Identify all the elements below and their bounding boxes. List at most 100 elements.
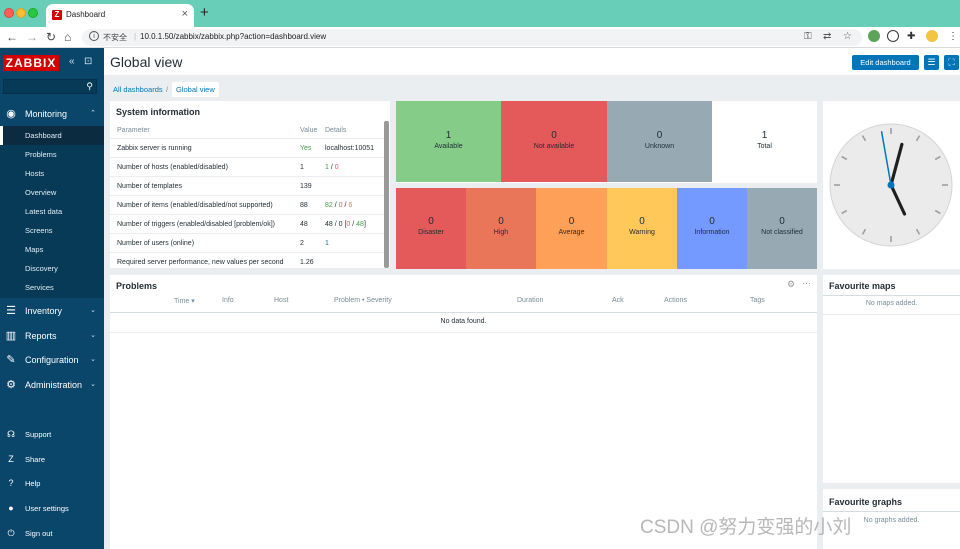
- new-tab-button[interactable]: +: [200, 4, 209, 21]
- details-cell: 1 / 0: [325, 164, 339, 171]
- info-icon[interactable]: i: [89, 31, 99, 41]
- sidebar-item-overview[interactable]: Overview: [25, 188, 57, 197]
- url-text[interactable]: 10.0.1.50/zabbix/zabbix.php?action=dashb…: [140, 32, 327, 41]
- fullscreen-icon[interactable]: ⛶: [944, 55, 959, 70]
- severity-high-cell[interactable]: 0 High: [466, 188, 536, 269]
- menu-configuration[interactable]: ✎ Configuration ⌄: [0, 348, 104, 372]
- problems-widget: Problems ⚙ ⋯: [110, 275, 817, 549]
- severity-information-cell[interactable]: 0 Information: [677, 188, 747, 269]
- home-icon[interactable]: ⌂: [64, 30, 72, 44]
- browser-tab[interactable]: Z Dashboard ×: [46, 4, 194, 27]
- host-unknown-cell[interactable]: 0 Unknown: [607, 101, 712, 182]
- kiosk-icon[interactable]: ⊡: [84, 56, 93, 67]
- host-label: Available: [434, 143, 463, 150]
- severity-average-cell[interactable]: 0 Average: [536, 188, 607, 269]
- widget-title: Favourite graphs: [829, 497, 903, 507]
- sidebar-item-latest-data[interactable]: Latest data: [25, 207, 63, 216]
- param-cell: Number of templates: [117, 183, 182, 190]
- clock-widget: [823, 101, 960, 269]
- translate-icon[interactable]: ⇄: [823, 31, 832, 42]
- window-close-button[interactable]: [4, 8, 14, 18]
- no-graphs-message: No graphs added.: [863, 517, 920, 524]
- host-not-available-cell[interactable]: 0 Not available: [501, 101, 607, 182]
- sidebar-item-hosts[interactable]: Hosts: [25, 169, 45, 178]
- more-icon[interactable]: ⋯: [802, 278, 811, 288]
- sign-out-link[interactable]: ⏻ Sign out: [0, 524, 104, 544]
- value-cell: 1.26: [300, 259, 314, 266]
- sidebar-item-screens[interactable]: Screens: [25, 226, 53, 235]
- help-link[interactable]: ? Help: [0, 474, 104, 494]
- gear-icon: ⚙: [6, 379, 16, 391]
- edit-dashboard-button[interactable]: Edit dashboard: [852, 55, 919, 70]
- support-label: Support: [25, 430, 52, 439]
- value-cell: 48: [300, 221, 308, 228]
- gear-icon[interactable]: ⚙: [787, 279, 796, 289]
- host-available-cell[interactable]: 1 Available: [396, 101, 501, 182]
- back-icon[interactable]: ←: [6, 30, 18, 44]
- severity-warning-cell[interactable]: 0 Warning: [607, 188, 677, 269]
- url-field[interactable]: i 不安全 | 10.0.1.50/zabbix/zabbix.php?acti…: [82, 29, 862, 46]
- zabbix-logo[interactable]: ZABBIX: [3, 55, 59, 71]
- chevron-down-icon: ⌄: [90, 381, 96, 388]
- host-availability-widget: 1 Available 0 Not available 0 Unknown 1 …: [396, 101, 817, 183]
- kebab-menu-icon[interactable]: ⋮: [948, 31, 958, 42]
- search-icon[interactable]: ⚲: [86, 81, 93, 91]
- share-link[interactable]: Z Share: [0, 450, 104, 470]
- severity-disaster-cell[interactable]: 0 Disaster: [396, 188, 466, 269]
- sidebar-item-services[interactable]: Services: [25, 283, 54, 292]
- window-maximize-button[interactable]: [28, 8, 38, 18]
- collapse-sidebar-icon[interactable]: «: [69, 56, 75, 67]
- table-row: Zabbix server is running Yes localhost:1…: [110, 139, 384, 158]
- widget-title: Problems: [116, 281, 158, 291]
- menu-label: Reports: [25, 331, 57, 341]
- extension-green-icon[interactable]: [868, 30, 880, 42]
- menu-monitoring[interactable]: ◉ Monitoring ⌃: [0, 102, 104, 126]
- sidebar-item-dashboard[interactable]: Dashboard: [0, 126, 104, 145]
- reload-icon[interactable]: ↻: [46, 30, 57, 44]
- tab-close-icon[interactable]: ×: [181, 8, 188, 20]
- param-cell: Required server performance, new values …: [117, 259, 284, 266]
- sidebar-item-maps[interactable]: Maps: [25, 245, 44, 254]
- chevron-down-icon: ⌄: [90, 332, 96, 339]
- user-settings-link[interactable]: ● User settings: [0, 499, 104, 519]
- sidebar-item-problems[interactable]: Problems: [25, 150, 57, 159]
- sidebar-search-input[interactable]: ⚲: [3, 79, 97, 94]
- severity-label: Not classified: [761, 229, 803, 236]
- severity-not-classified-cell[interactable]: 0 Not classified: [747, 188, 817, 269]
- forward-icon[interactable]: →: [26, 30, 38, 44]
- clock-tick: [861, 228, 867, 235]
- menu-reports[interactable]: ▥ Reports ⌄: [0, 324, 104, 348]
- support-link[interactable]: ☊ Support: [0, 425, 104, 445]
- divider: [823, 314, 960, 315]
- list-icon: ☰: [6, 305, 16, 317]
- bookmark-star-icon[interactable]: ☆: [843, 31, 852, 42]
- sidebar-item-discovery[interactable]: Discovery: [25, 264, 58, 273]
- key-icon[interactable]: ⚿: [804, 31, 812, 42]
- power-icon: ⏻: [7, 528, 15, 538]
- value-cell: 2: [300, 240, 304, 247]
- divider: [110, 332, 817, 333]
- breadcrumb-global-view[interactable]: Global view: [172, 82, 219, 97]
- menu-label: Configuration: [25, 355, 79, 365]
- favourite-graphs-widget: Favourite graphs No graphs added.: [823, 489, 960, 549]
- zabbix-favicon-icon: Z: [52, 10, 62, 20]
- column-header: Value: [300, 127, 318, 134]
- widget-scrollbar[interactable]: [384, 121, 389, 268]
- host-total-cell[interactable]: 1 Total: [712, 101, 817, 182]
- avatar[interactable]: [926, 30, 938, 42]
- menu-administration[interactable]: ⚙ Administration ⌄: [0, 373, 104, 397]
- menu-icon[interactable]: ☰: [924, 55, 939, 70]
- puzzle-icon[interactable]: ✚: [907, 31, 916, 42]
- column-time[interactable]: Time ▾: [174, 298, 195, 305]
- extension-bulb-icon[interactable]: [887, 30, 899, 42]
- share-label: Share: [25, 455, 46, 464]
- value-cell: 139: [300, 183, 312, 190]
- clock-tick: [915, 135, 921, 142]
- breadcrumb-all-dashboards[interactable]: All dashboards: [113, 85, 163, 94]
- no-maps-message: No maps added.: [865, 300, 918, 307]
- column-host: Host: [274, 297, 289, 304]
- window-minimize-button[interactable]: [16, 8, 26, 18]
- menu-inventory[interactable]: ☰ Inventory ⌄: [0, 299, 104, 323]
- wrench-icon: ✎: [6, 354, 16, 366]
- param-cell: Number of triggers (enabled/disabled [pr…: [117, 221, 275, 228]
